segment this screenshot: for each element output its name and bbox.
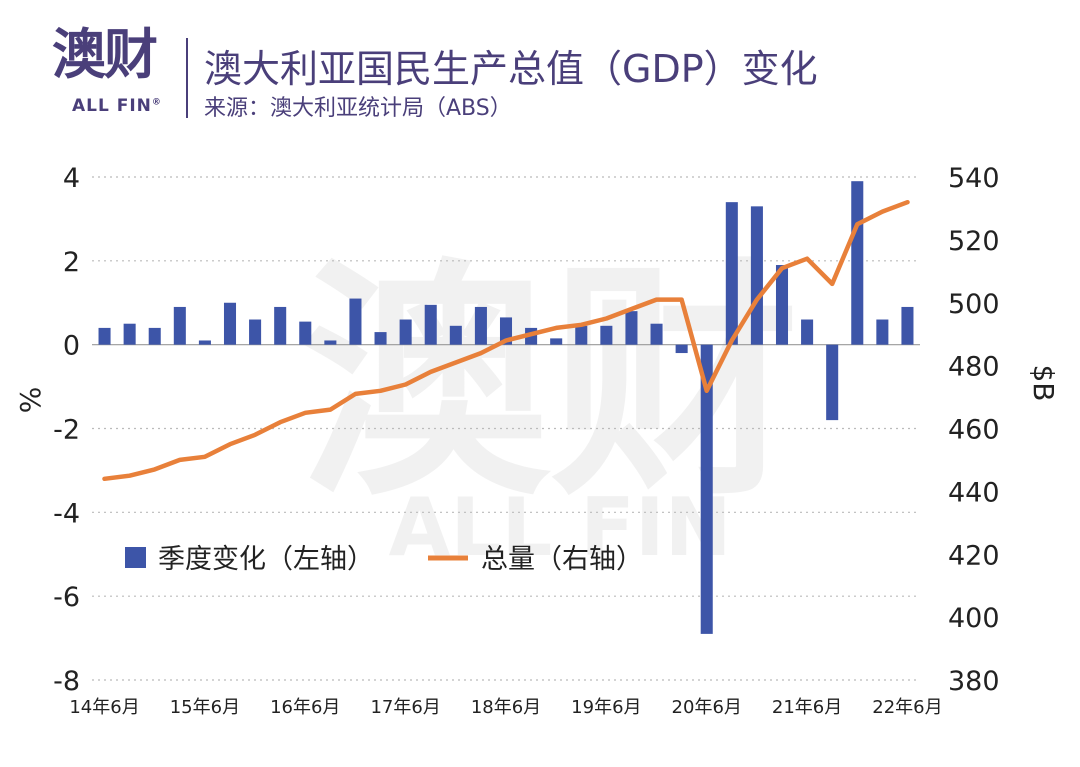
bar	[374, 332, 387, 345]
x-axis-ticks: 14年6月 15年6月 16年6月 17年6月 18年6月 19年6月 20年6月 21年6月…	[69, 697, 942, 718]
x-tick-label: 16年6月	[270, 697, 340, 718]
bar	[775, 265, 789, 345]
right-axis-ticks: 380 400 420 440 460 480 500 520 540	[948, 163, 1000, 697]
bar	[575, 325, 588, 345]
bar	[550, 338, 563, 345]
series-line	[102, 199, 910, 482]
left-tick-label: -8	[53, 666, 80, 697]
x-tick-label: 21年6月	[772, 697, 842, 718]
logo-subtext: ALL FIN®	[72, 96, 162, 116]
right-axis-title: $B	[1027, 364, 1060, 401]
right-tick-label: 460	[948, 415, 1000, 446]
bar	[123, 323, 136, 345]
x-tick-label: 19年6月	[571, 697, 641, 718]
bar	[901, 306, 914, 345]
x-tick-label: 15年6月	[170, 697, 240, 718]
right-tick-label: 400	[948, 603, 1000, 634]
bar	[650, 323, 663, 345]
left-tick-label: 0	[63, 331, 80, 362]
left-axis-title: %	[14, 387, 47, 414]
logo-subtext-label: ALL FIN	[72, 96, 152, 116]
bar	[625, 311, 638, 345]
bar	[324, 340, 337, 345]
bar	[274, 306, 287, 345]
x-tick-label: 22年6月	[872, 697, 942, 718]
bar	[750, 206, 763, 345]
bar	[299, 321, 312, 345]
bar	[851, 181, 864, 345]
bar	[725, 202, 738, 345]
bar	[349, 298, 362, 345]
right-tick-label: 540	[948, 163, 1000, 194]
watermark-logo: 澳财	[300, 238, 800, 529]
right-tick-label: 480	[948, 352, 1000, 383]
x-tick-label: 18年6月	[471, 697, 541, 718]
right-tick-label: 500	[948, 289, 1000, 320]
bar	[249, 319, 262, 345]
bar	[449, 325, 462, 345]
bar	[675, 344, 688, 354]
left-tick-label: -4	[53, 498, 80, 529]
bar	[424, 304, 437, 345]
line-series	[102, 199, 910, 482]
header-divider	[186, 38, 188, 118]
left-tick-label: -2	[53, 415, 80, 446]
logo-wordmark: 澳财	[52, 23, 158, 86]
bar	[223, 302, 237, 345]
left-axis-ticks: -8 -6 -4 -2 0 2 4	[53, 163, 80, 697]
x-tick-label: 14年6月	[69, 697, 139, 718]
bar	[98, 327, 111, 345]
bar	[399, 319, 412, 345]
right-tick-label: 440	[948, 477, 1000, 508]
chart-source: 来源：澳大利亚统计局（ABS）	[204, 96, 512, 121]
legend: 季度变化（左轴） 总量（右轴）	[125, 544, 643, 575]
right-tick-label: 520	[948, 226, 1000, 257]
legend-label-line: 总量（右轴）	[481, 544, 643, 575]
left-tick-label: 4	[63, 163, 80, 194]
right-tick-label: 380	[948, 666, 1000, 697]
chart-title: 澳大利亚国民生产总值（GDP）变化	[204, 47, 818, 91]
watermark: 澳财 ALL FIN	[300, 238, 800, 574]
bar	[173, 306, 186, 345]
legend-swatch-bars	[125, 547, 146, 568]
left-tick-label: 2	[63, 247, 80, 278]
right-tick-label: 420	[948, 540, 1000, 571]
bar	[474, 306, 487, 345]
bar	[801, 319, 814, 345]
left-tick-label: -6	[53, 582, 80, 613]
bar	[826, 344, 839, 421]
bar	[876, 319, 889, 345]
bar	[198, 340, 211, 345]
x-tick-label: 17年6月	[370, 697, 440, 718]
bar	[148, 327, 161, 345]
bar	[700, 344, 713, 634]
bar-series	[98, 181, 914, 634]
x-tick-label: 20年6月	[672, 697, 742, 718]
legend-label-bars: 季度变化（左轴）	[158, 544, 374, 575]
bar	[600, 325, 613, 345]
registered-mark: ®	[151, 97, 162, 108]
chart-header: 澳财 ALL FIN® 澳大利亚国民生产总值（GDP）变化 来源：澳大利亚统计局…	[0, 0, 1080, 130]
